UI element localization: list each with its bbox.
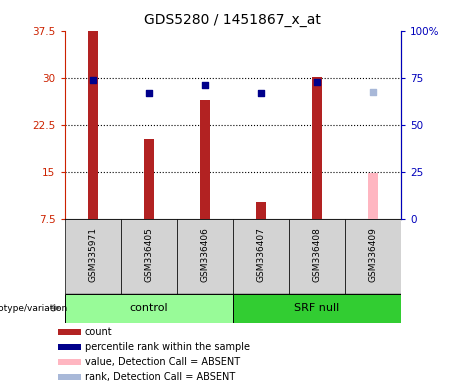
Point bbox=[89, 76, 96, 83]
Bar bbox=[58, 329, 81, 335]
Bar bbox=[65, 219, 121, 294]
Point bbox=[369, 89, 377, 95]
Text: control: control bbox=[130, 303, 168, 313]
Text: GSM336409: GSM336409 bbox=[368, 227, 378, 282]
Text: GSM336405: GSM336405 bbox=[144, 227, 153, 282]
Text: genotype/variation: genotype/variation bbox=[0, 304, 68, 313]
Bar bbox=[88, 31, 98, 219]
Point bbox=[201, 82, 208, 88]
Text: percentile rank within the sample: percentile rank within the sample bbox=[85, 342, 250, 352]
Bar bbox=[121, 219, 177, 294]
Bar bbox=[368, 173, 378, 219]
Text: count: count bbox=[85, 327, 112, 337]
Bar bbox=[144, 139, 154, 219]
Text: GSM336406: GSM336406 bbox=[200, 227, 209, 282]
Point bbox=[313, 79, 321, 86]
Bar bbox=[177, 219, 233, 294]
Bar bbox=[312, 77, 322, 219]
Text: SRF null: SRF null bbox=[294, 303, 340, 313]
Title: GDS5280 / 1451867_x_at: GDS5280 / 1451867_x_at bbox=[144, 13, 321, 27]
Bar bbox=[233, 219, 289, 294]
Point bbox=[257, 90, 265, 96]
Text: GSM336407: GSM336407 bbox=[256, 227, 266, 282]
Bar bbox=[345, 219, 401, 294]
Bar bbox=[65, 294, 233, 323]
Text: rank, Detection Call = ABSENT: rank, Detection Call = ABSENT bbox=[85, 372, 235, 382]
Bar bbox=[58, 374, 81, 379]
Bar bbox=[256, 202, 266, 219]
Bar bbox=[58, 359, 81, 365]
Point bbox=[145, 90, 152, 96]
Bar bbox=[58, 344, 81, 350]
Bar bbox=[289, 219, 345, 294]
Text: GSM335971: GSM335971 bbox=[88, 227, 97, 282]
Bar bbox=[200, 100, 210, 219]
Text: value, Detection Call = ABSENT: value, Detection Call = ABSENT bbox=[85, 357, 240, 367]
Text: GSM336408: GSM336408 bbox=[313, 227, 321, 282]
Bar bbox=[233, 294, 401, 323]
